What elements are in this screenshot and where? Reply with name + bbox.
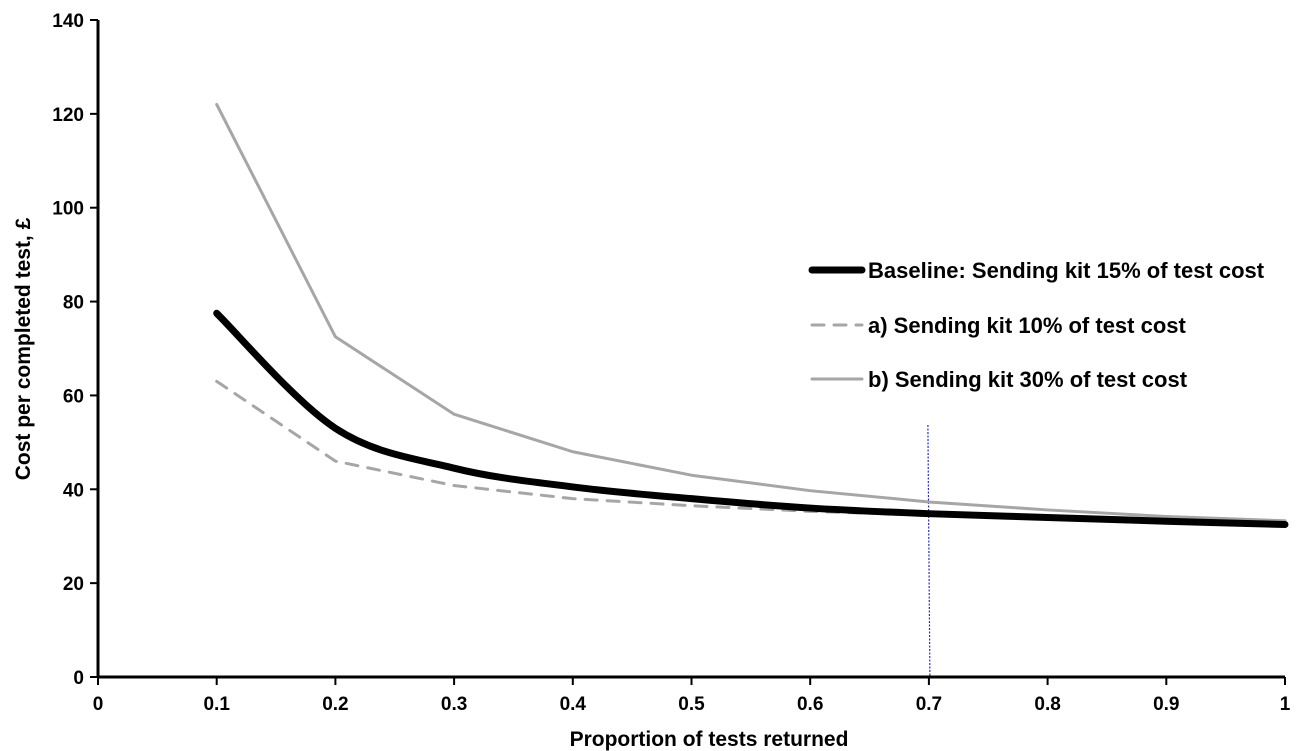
y-tick-label: 0 <box>73 668 84 689</box>
reference-line <box>927 424 931 678</box>
x-tick-label: 0.6 <box>797 694 823 715</box>
series-group <box>213 102 1289 528</box>
y-tick-label: 20 <box>63 574 84 595</box>
x-tick-label: 0.8 <box>1034 694 1060 715</box>
y-tick-label: 140 <box>52 11 84 32</box>
x-tick-label: 0.3 <box>441 694 467 715</box>
x-tick-label: 0.7 <box>916 694 942 715</box>
tick-labels: 0 20 40 60 80 100 120 140 0 0.1 0.2 0.3 0.4 0.5 0.6 0.7… <box>52 11 1290 715</box>
series-line-2 <box>215 102 1287 523</box>
series-line-1 <box>215 379 1287 525</box>
y-tick-label: 120 <box>52 105 84 126</box>
y-tick-label: 100 <box>52 199 84 220</box>
x-tick-label: 0.2 <box>322 694 348 715</box>
legend-label-1: a) Sending kit 10% of test cost <box>868 313 1187 338</box>
x-tick-label: 0.9 <box>1153 694 1179 715</box>
x-axis-title: Proportion of tests returned <box>570 728 849 751</box>
reference-line-group <box>927 424 931 678</box>
axes <box>90 19 1286 685</box>
x-tick-label: 0.5 <box>678 694 705 715</box>
x-tick-label: 0 <box>93 694 104 715</box>
y-tick-label: 80 <box>63 293 84 314</box>
x-tick-label: 0.4 <box>560 694 587 715</box>
y-tick-label: 60 <box>63 386 84 407</box>
legend-label-0: Baseline: Sending kit 15% of test cost <box>868 258 1265 283</box>
series-line-0 <box>213 309 1289 528</box>
legend: Baseline: Sending kit 15% of test cost a)… <box>808 258 1265 392</box>
legend-label-2: b) Sending kit 30% of test cost <box>868 367 1188 392</box>
y-tick-label: 40 <box>63 480 84 501</box>
x-tick-label: 1 <box>1280 694 1291 715</box>
y-axis-title: Cost per completed test, £ <box>12 217 35 480</box>
x-tick-label: 0.1 <box>203 694 230 715</box>
